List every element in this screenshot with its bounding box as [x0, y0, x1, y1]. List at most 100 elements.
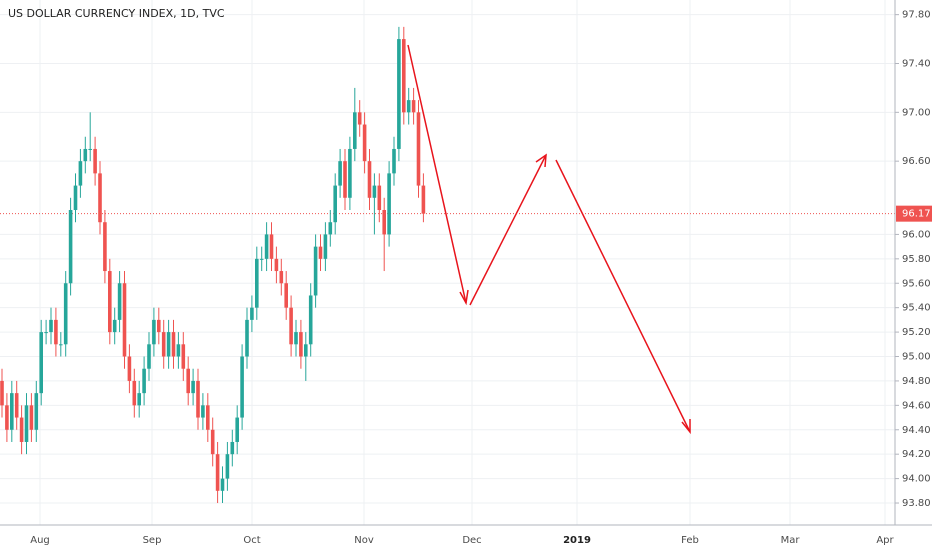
candle-body — [142, 368, 146, 394]
candle-body — [225, 454, 230, 479]
candle-body — [406, 100, 411, 113]
candle-body — [382, 210, 386, 235]
candle-body — [157, 319, 161, 333]
candle-body — [230, 441, 235, 455]
y-tick-label: 96.00 — [902, 229, 931, 240]
x-tick-label: Apr — [876, 535, 894, 546]
candle-body — [367, 161, 372, 198]
candle-body — [147, 344, 151, 369]
candle-body — [353, 112, 357, 149]
arrow-head — [459, 289, 469, 306]
y-tick-label: 94.60 — [902, 400, 931, 411]
candle-body — [294, 332, 298, 345]
candle-body — [299, 332, 303, 357]
candle-body — [196, 380, 200, 418]
candle-body — [166, 332, 171, 357]
axes: Aug Sep Oct Nov Dec 2019 Feb Mar Apr 97.80 97.40 97… — [30, 10, 932, 546]
candle-body — [59, 344, 63, 346]
candle-body — [289, 307, 293, 345]
arrow-head — [681, 419, 691, 435]
candle-body — [333, 185, 337, 223]
y-tick-label: 95.40 — [902, 303, 931, 314]
candle-body — [88, 148, 92, 150]
y-tick-label: 95.20 — [902, 327, 931, 338]
candle-body — [39, 332, 43, 394]
y-tick-label: 97.40 — [902, 58, 931, 69]
arrow-line — [555, 159, 691, 433]
candle-body — [191, 380, 195, 394]
candle-body — [176, 344, 181, 357]
x-tick-label: Mar — [781, 535, 801, 546]
candle-body — [269, 234, 274, 259]
drawn-arrows — [407, 44, 691, 435]
candle-body — [357, 112, 362, 125]
candle-body — [206, 405, 210, 430]
candle-body — [117, 283, 122, 320]
candle-body — [98, 173, 102, 223]
candle-body — [372, 185, 377, 198]
candle-body — [215, 454, 220, 491]
x-tick-label: Dec — [462, 535, 481, 546]
last-price-box — [896, 205, 932, 222]
y-tick-label: 97.00 — [902, 107, 931, 118]
candle-body — [210, 429, 215, 455]
candle-body — [387, 173, 391, 235]
candle-body — [93, 148, 97, 174]
x-tick-label: Nov — [354, 535, 374, 546]
candle-body — [274, 258, 279, 272]
candle-body — [103, 222, 107, 272]
candle-body — [161, 332, 166, 357]
candle-body — [68, 210, 73, 284]
y-tick-label: 94.00 — [902, 474, 931, 485]
candle-body — [377, 185, 382, 210]
candle-body — [279, 271, 284, 284]
candle-body — [73, 185, 78, 210]
candle-body — [78, 161, 83, 186]
candle-body — [152, 319, 156, 345]
chart-title: US DOLLAR CURRENCY INDEX, 1D, TVC — [8, 7, 225, 20]
y-tick-label: 95.00 — [902, 352, 931, 363]
candle-body — [402, 39, 406, 113]
y-tick-label: 97.80 — [902, 10, 931, 21]
candle-body — [83, 148, 88, 162]
y-tick-label: 94.40 — [902, 425, 931, 436]
candle-body — [250, 307, 254, 320]
candle-body — [338, 161, 342, 186]
candle-body — [343, 161, 347, 198]
candle-body — [186, 368, 190, 394]
x-tick-label: Feb — [681, 535, 699, 546]
candle-body — [318, 246, 323, 259]
candle-body — [137, 393, 141, 406]
candle-body — [284, 283, 288, 308]
candle-body — [29, 405, 34, 430]
candle-body — [14, 393, 19, 418]
candle-body — [54, 319, 58, 345]
x-tick-label: Aug — [30, 535, 50, 546]
candle-body — [323, 234, 328, 259]
candle-body — [108, 271, 112, 333]
candle-body — [245, 319, 249, 357]
candle-body — [122, 283, 127, 357]
x-tick-label: 2019 — [563, 535, 591, 546]
candle-body — [416, 112, 421, 186]
y-tick-label: 96.60 — [902, 156, 931, 167]
arrow-line — [407, 44, 467, 304]
candle-body — [264, 234, 269, 259]
candle-body — [0, 380, 4, 406]
candle-body — [421, 185, 426, 214]
candle-body — [308, 295, 313, 345]
y-tick-label: 95.60 — [902, 278, 931, 289]
candle-body — [127, 356, 132, 381]
candle-body — [397, 39, 401, 149]
candle-body — [255, 258, 259, 308]
candles — [0, 26, 426, 504]
candle-body — [112, 319, 117, 333]
candle-body — [49, 319, 53, 333]
candle-body — [63, 283, 68, 345]
candle-body — [392, 148, 396, 174]
grid — [0, 0, 895, 525]
candle-body — [328, 222, 333, 235]
candle-body — [132, 380, 137, 406]
